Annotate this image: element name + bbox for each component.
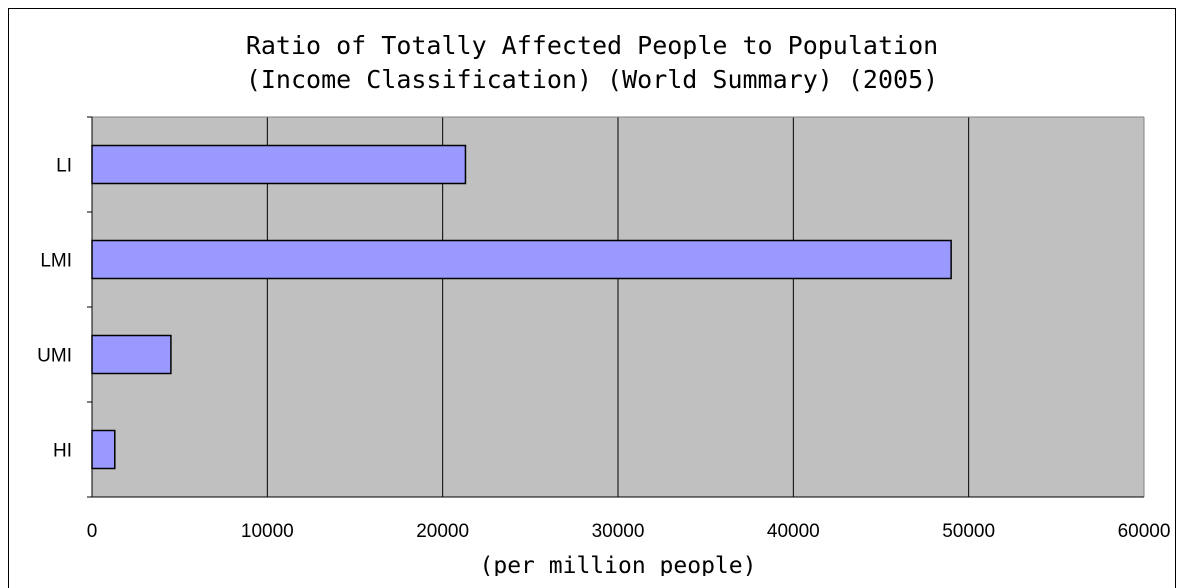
y-category-label: UMI — [37, 346, 72, 367]
x-tick-label: 60000 — [1118, 521, 1171, 542]
x-tick-label: 20000 — [416, 521, 469, 542]
x-tick-label: 30000 — [592, 521, 645, 542]
chart-title: Ratio of Totally Affected People to Popu… — [245, 31, 939, 60]
y-category-label: LMI — [40, 251, 72, 272]
x-tick-label: 0 — [87, 521, 98, 542]
bar-umi — [91, 334, 172, 375]
y-category-label: LI — [56, 156, 72, 177]
bar-hi — [91, 429, 116, 470]
bar-lmi — [91, 239, 952, 280]
x-axis-title: (per million people) — [480, 553, 757, 576]
bar-chart: 0 10000 20000 30000 40000 50000 60000 LI LMI UMI H… — [37, 116, 1171, 576]
chart-subtitle: (Income Classification) (World Summary) … — [245, 65, 939, 94]
x-tick-label: 10000 — [241, 521, 294, 542]
x-tick-label: 40000 — [767, 521, 820, 542]
x-tick-label: 50000 — [942, 521, 995, 542]
y-category-label: HI — [53, 441, 72, 462]
bar-li — [91, 144, 467, 185]
